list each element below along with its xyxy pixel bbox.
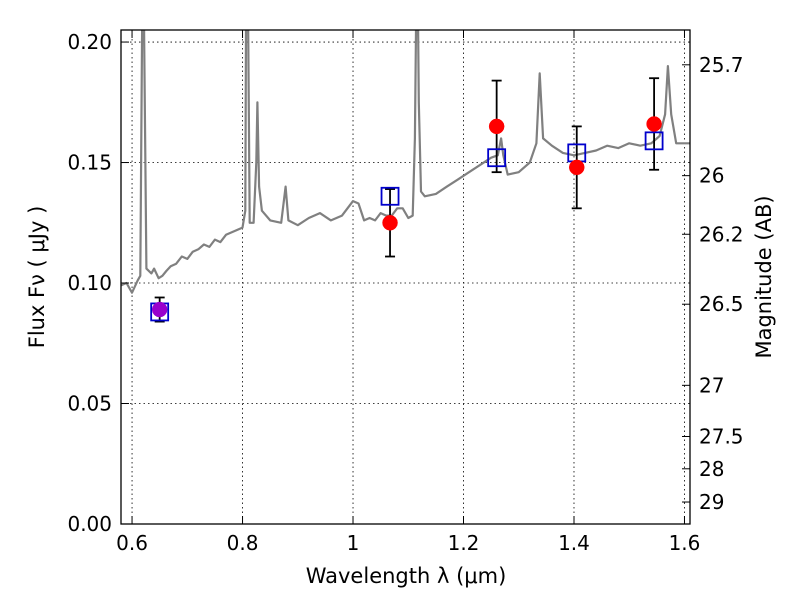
y-tick-label: 0.10 (67, 271, 112, 295)
observed-photometry-point (382, 215, 398, 231)
x-tick-label: 1.6 (669, 531, 701, 555)
ticks: 0.6 0.8 1 1.2 1.4 1.6 0.00 0.05 0.10 0.15 0.20 25.7… (67, 30, 744, 555)
magnitude-tick-label: 26.2 (699, 222, 744, 246)
model-photometry-square (644, 131, 664, 151)
x-axis-label: Wavelength λ (μm) (306, 564, 507, 588)
magnitude-tick-label: 27 (699, 373, 724, 397)
observed-photometry-point (151, 301, 168, 318)
magnitude-tick-label: 28 (699, 457, 724, 481)
x-tick-label: 1 (347, 531, 360, 555)
model-photometry-square (380, 186, 400, 206)
magnitude-tick-label: 26 (699, 164, 724, 188)
plot-frame (120, 29, 691, 525)
magnitude-tick-label: 26.5 (699, 292, 744, 316)
observed-photometry-point (646, 116, 662, 132)
magnitude-tick-label: 27.5 (699, 425, 744, 449)
model-spectrum-line (121, 30, 690, 294)
grid (121, 30, 690, 524)
model-photometry-square (487, 148, 507, 168)
x-tick-label: 0.8 (227, 531, 259, 555)
y-tick-label: 0.20 (67, 30, 112, 54)
y-tick-label: 0.15 (67, 151, 112, 175)
plot-area (121, 30, 690, 323)
x-tick-label: 1.4 (558, 531, 590, 555)
observed-photometry-point (488, 118, 505, 135)
y-tick-label: 0.00 (67, 512, 112, 536)
magnitude-tick-label: 29 (699, 490, 724, 514)
y-tick-label: 0.05 (67, 392, 112, 416)
magnitude-tick-label: 25.7 (699, 53, 744, 77)
magnitude-axis-label: Magnitude (AB) (752, 195, 776, 358)
observed-photometry-point (569, 159, 585, 176)
x-tick-label: 1.2 (448, 531, 480, 555)
x-tick-label: 0.6 (116, 531, 148, 555)
y-axis-label: Flux Fν ( μJy ) (25, 206, 49, 349)
